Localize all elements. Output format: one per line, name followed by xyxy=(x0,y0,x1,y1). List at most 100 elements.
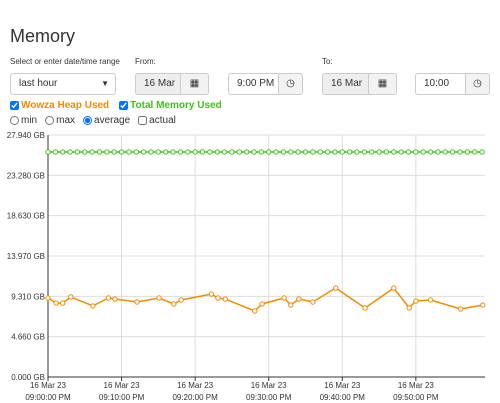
aggregation-option: min xyxy=(10,115,37,126)
point xyxy=(118,149,125,155)
legend-item: Total Memory Used xyxy=(119,100,222,111)
series-checkbox[interactable] xyxy=(10,101,19,110)
to-time[interactable]: 10:00 PM xyxy=(415,73,466,95)
legend: Wowza Heap Used Total Memory Used xyxy=(10,100,222,111)
point xyxy=(214,149,220,155)
point xyxy=(266,149,272,155)
chart: 0.000 GB 4.660 GB 9.310 GB 13.970 GB 18.630 … xyxy=(7,131,486,402)
point xyxy=(259,301,265,307)
to-date[interactable]: 16 Mar 2 xyxy=(322,73,369,95)
point xyxy=(479,149,485,155)
point xyxy=(420,149,426,155)
series-checkbox[interactable] xyxy=(119,101,129,110)
point xyxy=(236,149,242,155)
y-tick-label: 27.940 GB xyxy=(7,131,45,140)
point xyxy=(398,149,404,155)
point xyxy=(90,303,96,309)
point xyxy=(332,149,338,155)
x-tick-date: 16 Mar 23 xyxy=(30,381,67,390)
point xyxy=(324,149,331,155)
point xyxy=(60,149,66,155)
point xyxy=(346,149,353,155)
point xyxy=(208,291,215,297)
preset-select[interactable]: last hour ▼ xyxy=(10,73,116,95)
x-tick-label: 09:20:00 PM xyxy=(172,393,218,402)
page-title: Memory xyxy=(10,26,76,46)
actual-checkbox[interactable] xyxy=(138,116,148,125)
point xyxy=(104,149,110,155)
point xyxy=(354,149,360,155)
from-label: From: xyxy=(135,57,156,66)
y-tick-label: 9.310 GB xyxy=(11,292,45,301)
aggregation-label: average xyxy=(94,115,131,126)
actual-option: actual xyxy=(138,115,176,126)
point xyxy=(229,149,235,155)
point xyxy=(221,149,228,155)
point xyxy=(45,149,51,155)
point xyxy=(45,295,51,301)
x-tick-date: 16 Mar 23 xyxy=(104,381,141,390)
point xyxy=(427,297,434,303)
point xyxy=(310,149,316,155)
calendar-button[interactable]: ▦ xyxy=(181,73,209,95)
clock-button[interactable]: ◷ xyxy=(466,73,490,95)
point xyxy=(296,296,302,302)
point xyxy=(302,149,309,155)
point xyxy=(281,295,287,301)
point xyxy=(74,149,81,155)
point xyxy=(369,149,375,155)
point xyxy=(391,149,397,155)
point xyxy=(89,149,95,155)
legend-item: Wowza Heap Used xyxy=(10,100,109,111)
aggregation-options: min max average actual xyxy=(10,115,176,126)
y-tick-label: 13.970 GB xyxy=(7,252,45,261)
aggregation-radio[interactable] xyxy=(10,116,19,125)
clock-button[interactable]: ◷ xyxy=(279,73,303,95)
point xyxy=(295,149,301,155)
point xyxy=(82,149,88,155)
point xyxy=(155,149,162,155)
point xyxy=(288,149,294,155)
point xyxy=(199,149,206,155)
x-tick-date: 16 Mar 23 xyxy=(177,381,214,390)
point xyxy=(472,149,478,155)
point xyxy=(427,149,434,155)
point xyxy=(177,149,184,155)
y-tick-label: 18.630 GB xyxy=(7,212,45,221)
point xyxy=(458,306,464,312)
x-tick-date: 16 Mar 23 xyxy=(324,381,361,390)
point xyxy=(148,149,154,155)
point xyxy=(406,305,412,311)
point xyxy=(449,149,456,155)
aggregation-radio[interactable] xyxy=(45,116,55,125)
from-date[interactable]: 16 Mar 2 xyxy=(135,73,181,95)
x-tick-date: 16 Mar 23 xyxy=(251,381,288,390)
x-tick-date: 16 Mar 23 xyxy=(398,381,435,390)
x-tick-label: 09:00:00 PM xyxy=(25,393,71,402)
aggregation-radio[interactable] xyxy=(83,116,93,125)
point xyxy=(222,296,229,302)
from-time[interactable]: 9:00 PM xyxy=(228,73,279,95)
point xyxy=(251,149,257,155)
point xyxy=(464,149,471,155)
point xyxy=(332,285,339,291)
x-tick-label: 09:10:00 PM xyxy=(99,393,145,402)
point xyxy=(111,149,117,155)
point xyxy=(170,149,176,155)
point xyxy=(96,149,103,155)
point xyxy=(442,149,448,155)
point xyxy=(273,149,279,155)
point xyxy=(413,298,419,304)
point xyxy=(67,149,73,155)
x-tick-label: 09:40:00 PM xyxy=(320,393,366,402)
aggregation-option: average xyxy=(83,115,130,126)
range-label: Select or enter date/time range xyxy=(10,57,120,66)
select-arrow: ▼ xyxy=(101,79,109,88)
point xyxy=(280,149,287,155)
x-tick-label: 09:30:00 PM xyxy=(246,393,292,402)
point xyxy=(53,300,59,306)
calendar-button[interactable]: ▦ xyxy=(369,73,397,95)
point xyxy=(126,149,132,155)
point xyxy=(178,297,184,303)
point xyxy=(60,300,66,306)
